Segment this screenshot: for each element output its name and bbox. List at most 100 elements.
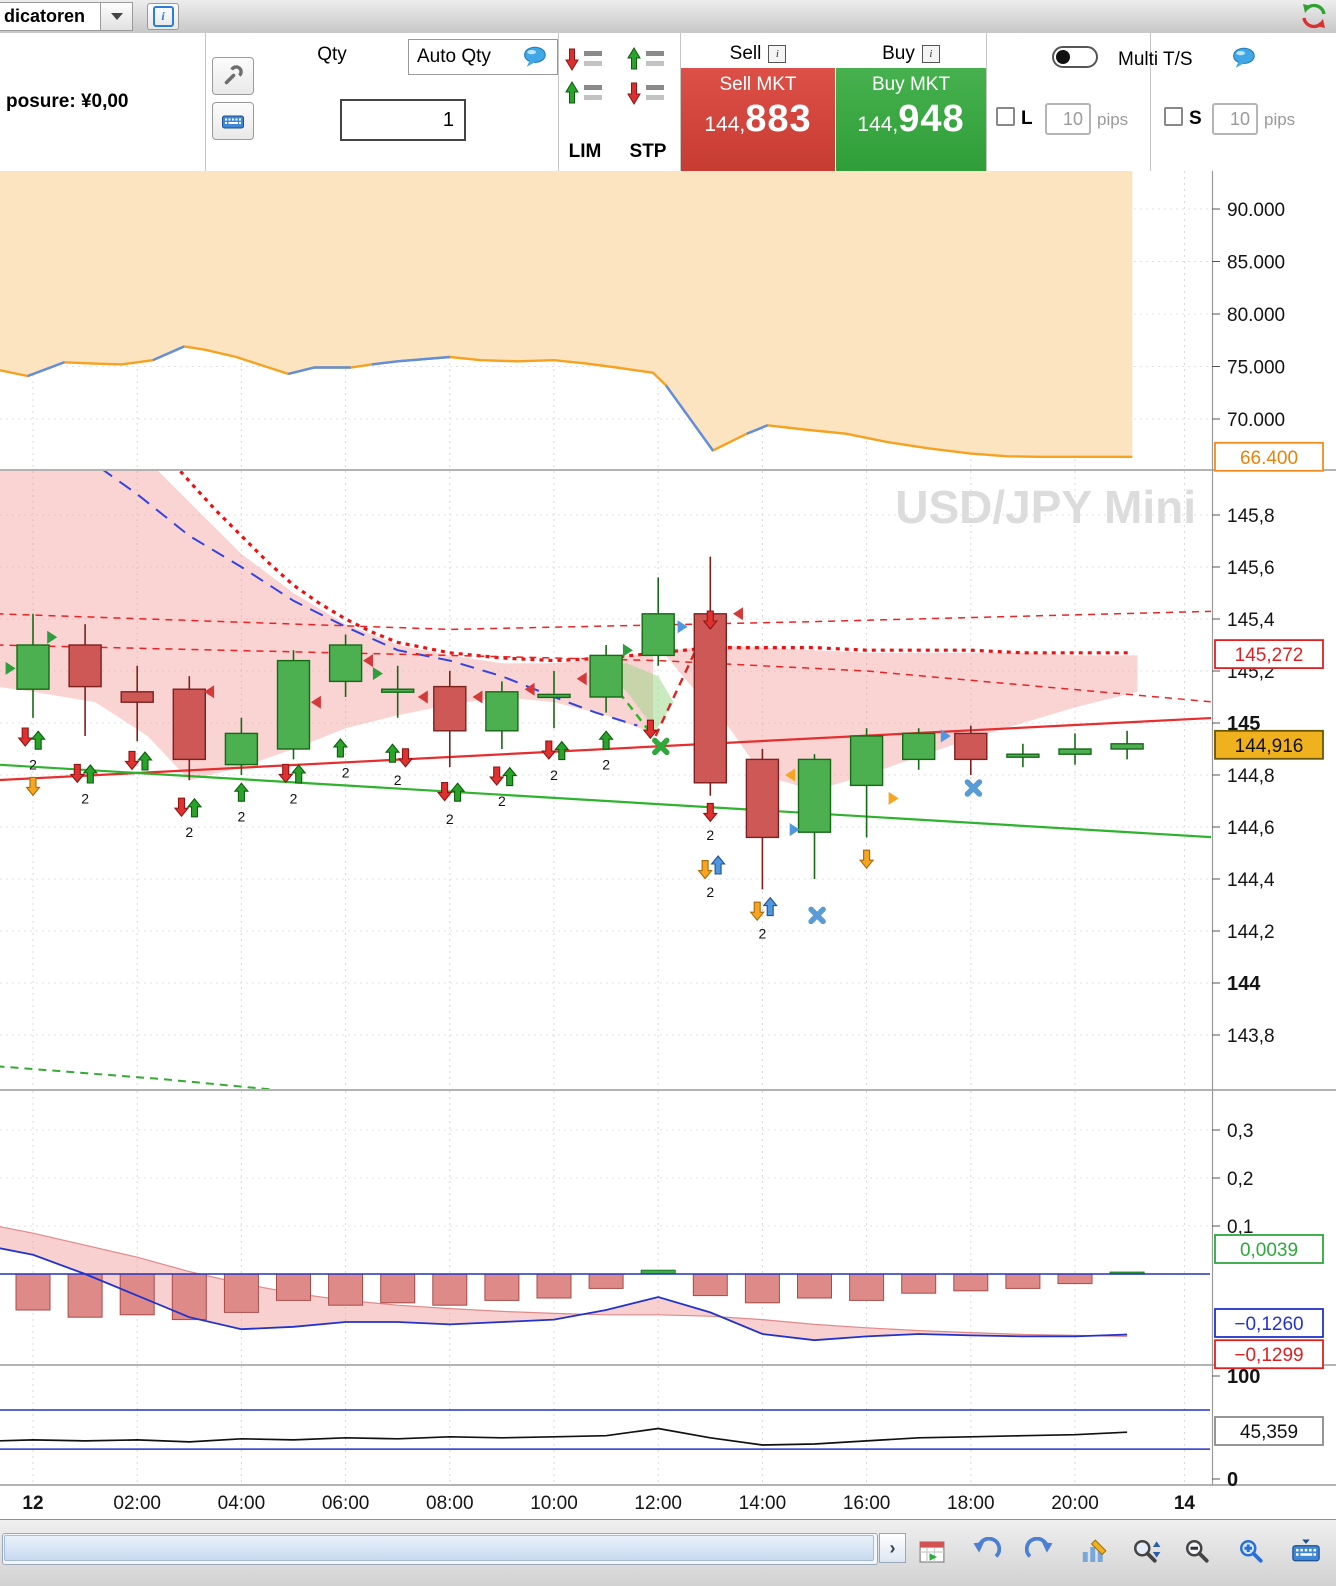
candle-body[interactable]: [797, 758, 832, 833]
macd-area: [0, 1226, 1128, 1341]
info-button[interactable]: i: [147, 3, 179, 30]
x-axis-label: 12:00: [634, 1493, 682, 1514]
marker-label: 2: [238, 809, 246, 825]
lower-green-dashed: [0, 1065, 273, 1089]
macd-histogram-bar: [223, 1273, 259, 1313]
candle-body[interactable]: [537, 693, 571, 699]
marker-arrow: [278, 763, 294, 784]
order-panel: posure: ¥0,00 Qty Auto Qty LIM STP: [0, 33, 1336, 173]
stp-buy-icon[interactable]: [624, 45, 670, 73]
sent-pane[interactable]: [0, 171, 1210, 469]
multi-ts-toggle[interactable]: [1052, 46, 1098, 68]
buy-mkt-label: Buy MKT: [871, 74, 951, 95]
settings-button[interactable]: [212, 57, 254, 95]
lim-buy-icon[interactable]: [562, 79, 608, 107]
stop-checkbox[interactable]: [1164, 107, 1183, 126]
candle-body[interactable]: [1058, 748, 1092, 755]
refresh-button[interactable]: [1298, 1, 1330, 32]
axis-price-box: [1214, 441, 1324, 472]
candle-body[interactable]: [745, 758, 780, 839]
auto-qty-label: Auto Qty: [417, 46, 491, 67]
candle-body[interactable]: [172, 688, 207, 761]
macd-histogram-bar: [1005, 1273, 1041, 1289]
candle-body[interactable]: [693, 613, 727, 784]
keyboard-button[interactable]: [212, 102, 254, 140]
candle-body[interactable]: [68, 644, 102, 688]
info-icon[interactable]: i: [921, 45, 940, 63]
candle-body[interactable]: [381, 688, 415, 693]
lim-sell-icon[interactable]: [562, 45, 608, 73]
stop-checkbox-label: S: [1189, 108, 1202, 129]
axis-price-box: [1214, 1234, 1324, 1264]
buy-market-button[interactable]: Buy MKT 144, 948: [836, 68, 986, 171]
info-icon[interactable]: i: [768, 45, 787, 63]
marker-triangle: [789, 823, 800, 837]
stop-pips-input[interactable]: [1212, 103, 1258, 135]
stp-sell-icon[interactable]: [624, 79, 670, 107]
axis-label: 145,4: [1227, 610, 1275, 631]
x-axis-label: 16:00: [843, 1493, 891, 1514]
marker-arrow: [25, 776, 41, 797]
sentiment-line-alt: [288, 366, 351, 376]
candle-body[interactable]: [849, 735, 884, 787]
channel-upper-dashed: [0, 610, 1211, 631]
marker-label: 2: [550, 767, 558, 783]
marker-arrow: [554, 740, 570, 761]
axis-label: 90.000: [1227, 200, 1285, 221]
top-toolbar: dicatoren i: [0, 0, 1336, 34]
scroll-right-button[interactable]: ›: [879, 1533, 906, 1563]
keyboard-toggle-button[interactable]: [1282, 1528, 1330, 1576]
candle-body[interactable]: [1006, 753, 1040, 758]
x-axis-label: 12: [22, 1493, 43, 1514]
marker-arrow: [69, 763, 85, 784]
zoom-in-button[interactable]: [1228, 1528, 1276, 1576]
sell-price-main: 883: [745, 98, 812, 140]
indicators-dropdown-button[interactable]: [100, 2, 133, 31]
marker-label: 2: [602, 757, 610, 773]
indicators-button[interactable]: dicatoren: [0, 2, 101, 31]
candle-body[interactable]: [16, 644, 50, 690]
chevron-down-icon: [110, 13, 123, 20]
candle-body[interactable]: [1110, 743, 1144, 750]
candle-body[interactable]: [954, 732, 988, 761]
candle-body[interactable]: [589, 654, 623, 698]
speech-bubble-icon: [1233, 47, 1255, 68]
macd-histogram-bar: [432, 1273, 468, 1306]
limit-pips-input[interactable]: [1045, 103, 1091, 135]
candle-body[interactable]: [641, 613, 675, 657]
qty-label: Qty: [317, 44, 347, 65]
refresh-icon: [1302, 3, 1326, 29]
chart-settings-button[interactable]: [1070, 1528, 1118, 1576]
redo-button[interactable]: [1016, 1528, 1064, 1576]
marker-arrow: [697, 860, 713, 880]
axis-label: 144: [1227, 973, 1261, 995]
sentiment-line-alt: [152, 345, 185, 362]
marker-arrow: [17, 727, 33, 747]
qty-input[interactable]: [340, 99, 466, 141]
candle-body[interactable]: [224, 732, 259, 766]
candle-body[interactable]: [120, 691, 154, 703]
divider: [1150, 33, 1151, 171]
candle-body[interactable]: [902, 732, 936, 761]
candle-body[interactable]: [328, 644, 363, 683]
auto-qty-button[interactable]: Auto Qty: [408, 39, 558, 75]
macd-line: [0, 1247, 1128, 1342]
candle-body[interactable]: [433, 685, 467, 732]
stoch-pane[interactable]: [0, 1366, 1210, 1484]
undo-button[interactable]: [962, 1528, 1010, 1576]
marker-x: [964, 779, 983, 797]
macd-pane[interactable]: [0, 1091, 1210, 1364]
limit-checkbox[interactable]: [996, 107, 1015, 126]
price-pane[interactable]: USD/JPY Mini 2 2 2 2 2 2 2 2 2 2 2 2 2 2: [0, 307, 1216, 1090]
sell-market-button[interactable]: Sell MKT 144, 883: [681, 68, 835, 171]
macd-histogram-bar: [901, 1273, 937, 1294]
macd-histogram-bar: [692, 1273, 728, 1297]
zoom-fit-button[interactable]: [1122, 1528, 1170, 1576]
chart-scrollbar-track[interactable]: [2, 1533, 878, 1565]
candle-body[interactable]: [485, 691, 519, 732]
candle-body[interactable]: [276, 659, 311, 750]
chart-scrollbar-thumb[interactable]: [4, 1535, 874, 1561]
zoom-out-button[interactable]: [1174, 1528, 1222, 1576]
calendar-button[interactable]: [908, 1528, 956, 1576]
